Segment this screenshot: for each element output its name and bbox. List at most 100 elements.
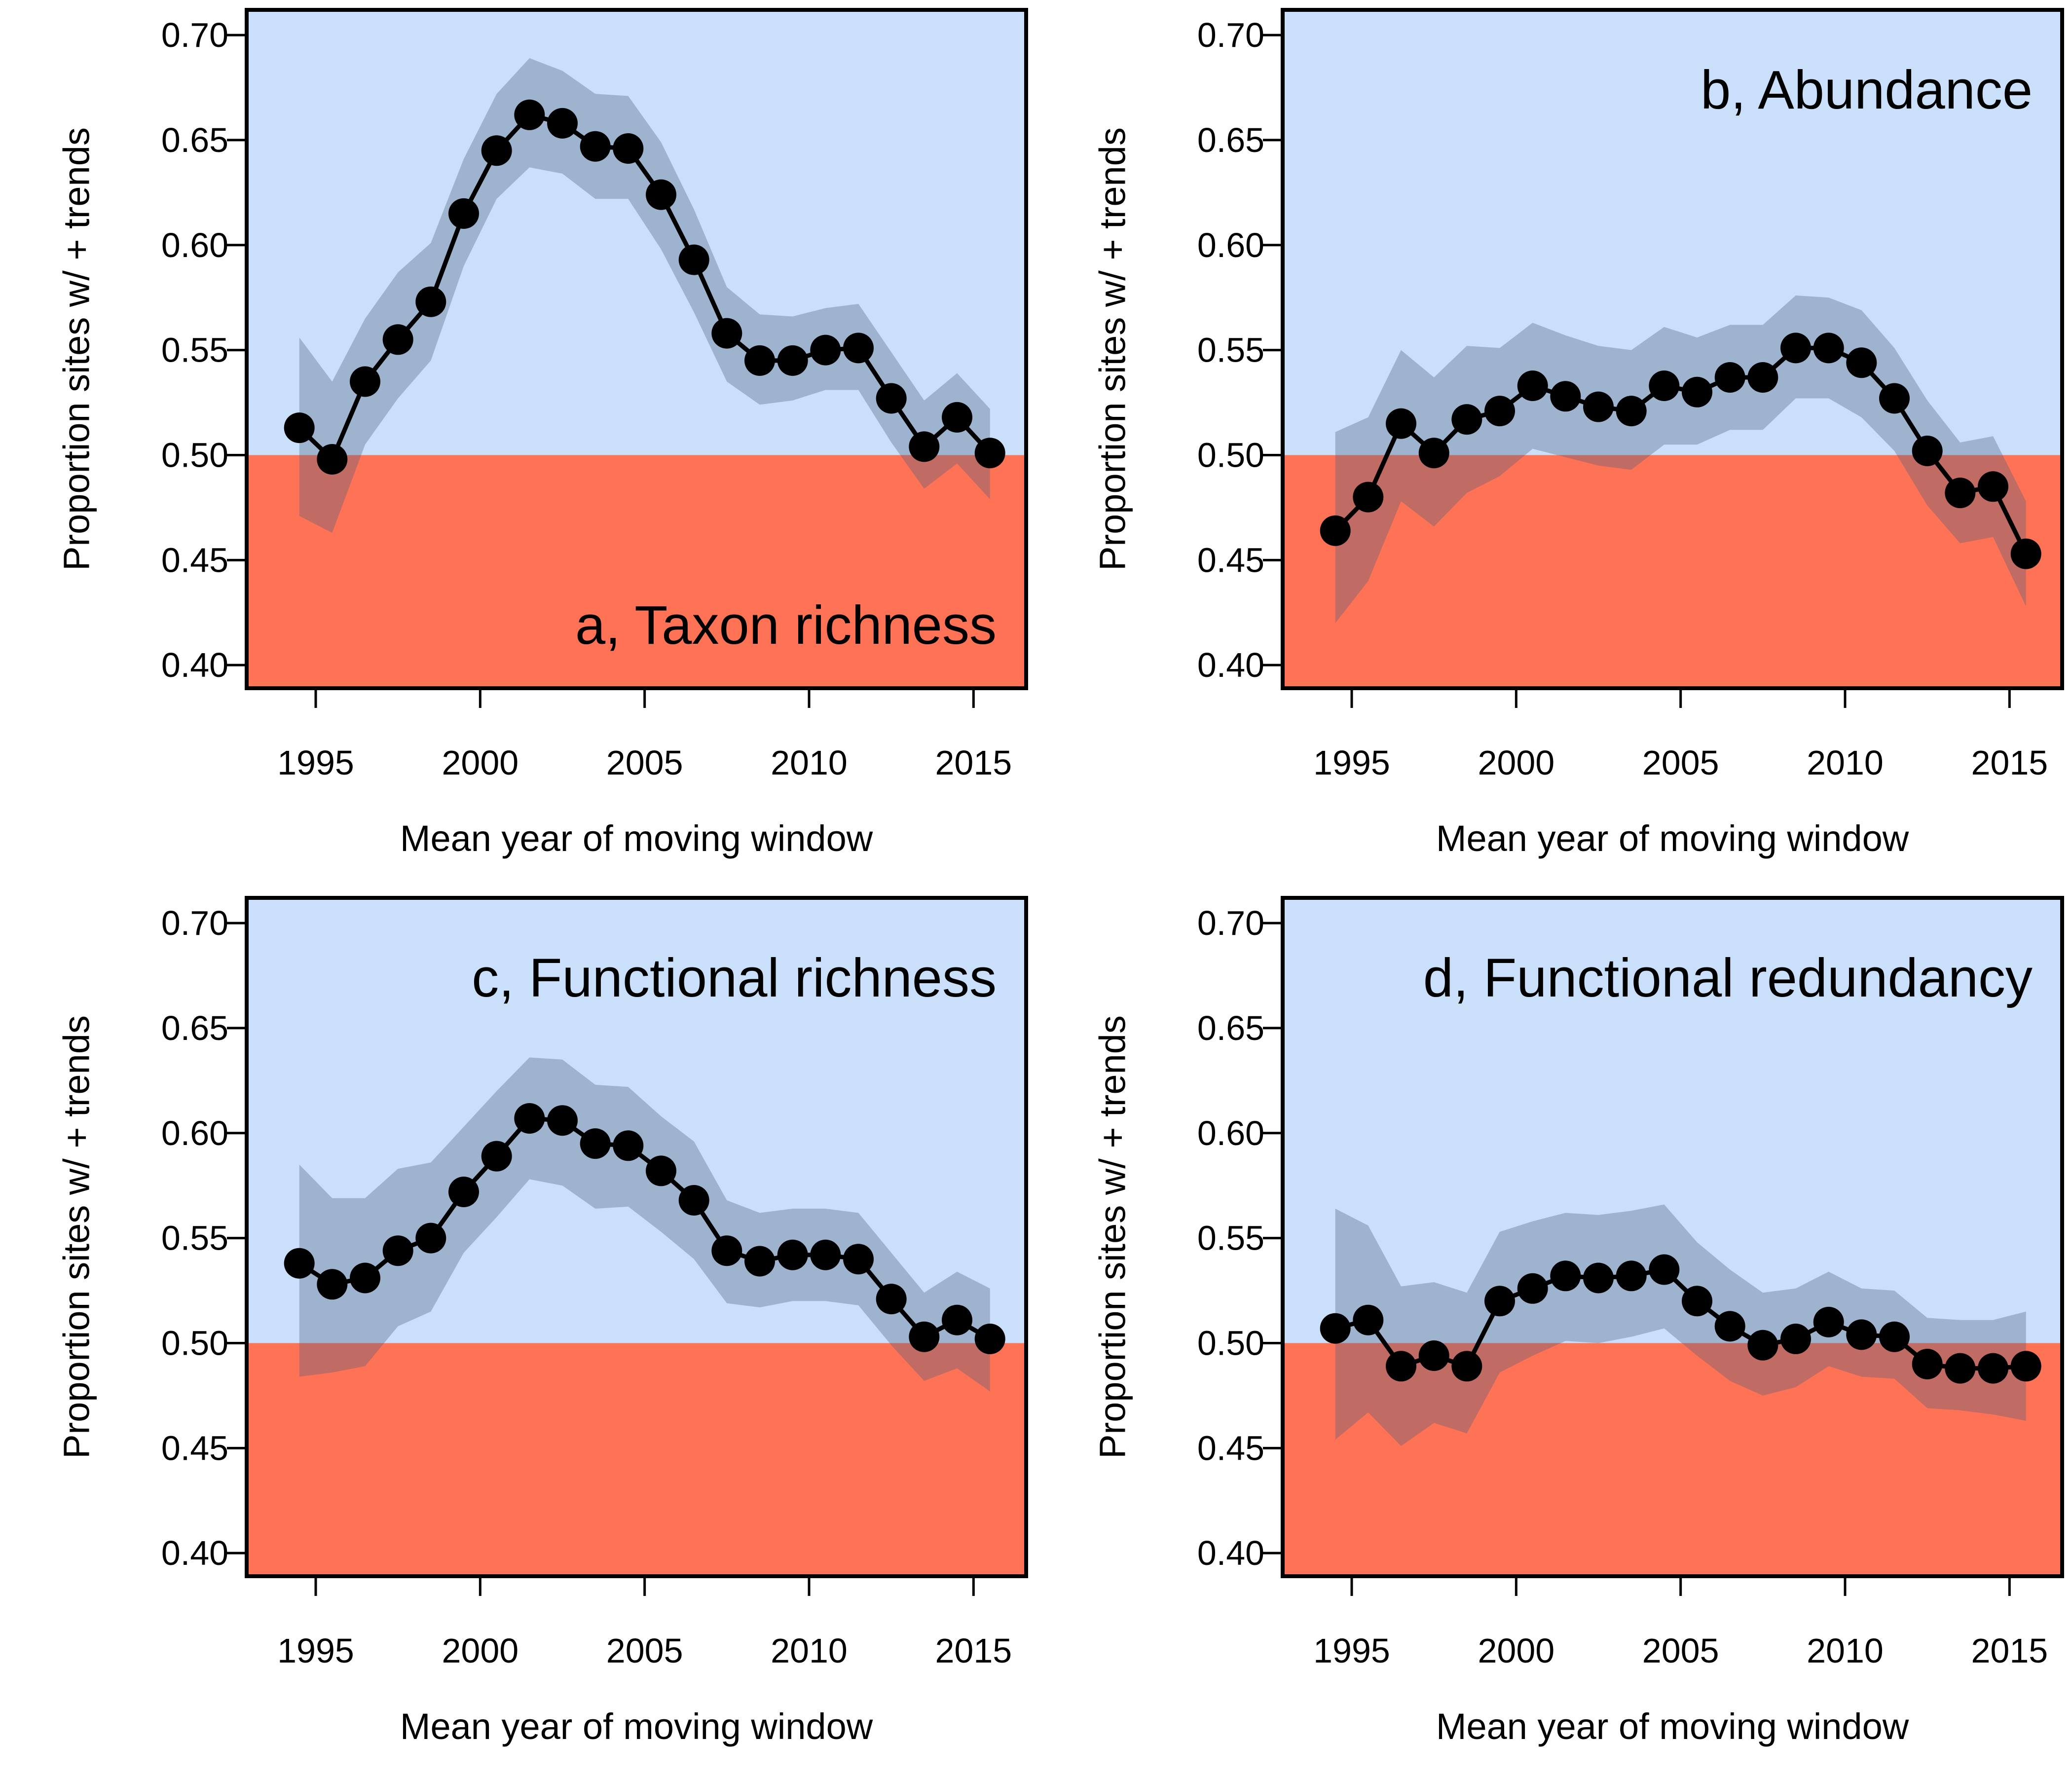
data-point	[1386, 408, 1416, 439]
y-tick-label: 0.55	[1197, 1219, 1264, 1258]
x-tick-label: 2015	[1971, 743, 2048, 782]
y-tick-label: 0.50	[1197, 1324, 1264, 1362]
y-tick-label: 0.70	[161, 16, 228, 54]
data-point	[1682, 376, 1712, 407]
data-point	[547, 108, 578, 139]
y-tick-label: 0.70	[1197, 16, 1264, 54]
data-point	[580, 131, 611, 162]
data-point	[415, 286, 446, 317]
data-point	[448, 1177, 479, 1207]
confidence-band	[299, 1057, 990, 1392]
panel-title: b, Abundance	[1701, 60, 2033, 120]
y-tick-label: 0.60	[1197, 1114, 1264, 1152]
y-tick-label: 0.65	[161, 121, 228, 159]
data-point	[1583, 1262, 1614, 1294]
data-point	[1517, 370, 1548, 401]
x-tick-label: 2010	[771, 743, 848, 782]
x-tick-label: 2015	[935, 1631, 1012, 1670]
data-point	[1714, 1311, 1745, 1342]
data-point	[1912, 1349, 1943, 1379]
data-point	[1353, 1304, 1384, 1335]
data-point	[1649, 370, 1680, 401]
y-tick-label: 0.60	[161, 1114, 228, 1152]
y-tick-label: 0.40	[161, 1534, 228, 1572]
data-point	[547, 1105, 578, 1136]
confidence-band	[1335, 295, 2026, 623]
data-point	[646, 1155, 676, 1186]
data-point	[1583, 391, 1614, 422]
x-tick-label: 2010	[1807, 1631, 1884, 1670]
chart-panel-d: 0.40 0.45 0.50 0.55 0.60 0.65 0.70 1995 2000 2005…	[1092, 896, 2064, 1747]
data-point	[1320, 515, 1351, 546]
series-line	[298, 1116, 991, 1341]
x-tick-label: 2005	[1642, 1631, 1719, 1670]
data-point	[481, 135, 512, 166]
x-tick-label: 2000	[442, 1631, 518, 1670]
data-point	[1616, 396, 1647, 427]
data-point	[1714, 362, 1745, 393]
x-axis-label: Mean year of moving window	[1436, 818, 1909, 859]
data-point	[1484, 396, 1515, 427]
data-point	[1682, 1286, 1712, 1317]
y-tick-label: 0.70	[161, 904, 228, 942]
data-point	[1945, 1353, 1976, 1384]
data-point	[777, 345, 808, 376]
data-point	[1616, 1260, 1647, 1292]
data-point	[646, 179, 676, 210]
data-point	[1945, 478, 1976, 509]
data-point	[514, 1103, 545, 1134]
data-point	[1418, 1340, 1449, 1371]
data-point	[876, 1284, 907, 1315]
data-point	[580, 1128, 611, 1159]
data-point	[909, 1321, 940, 1352]
panel-title: c, Functional richness	[472, 948, 997, 1008]
data-point	[1451, 404, 1482, 435]
x-tick-label: 2005	[606, 1631, 683, 1670]
data-point	[1813, 333, 1844, 364]
y-axis-label: Proportion sites w/ + trends	[56, 1015, 97, 1459]
y-tick-label: 0.50	[161, 436, 228, 474]
y-tick-label: 0.40	[161, 646, 228, 684]
chart-panel-c: 0.40 0.45 0.50 0.55 0.60 0.65 0.70 1995 2000 2005…	[56, 896, 1028, 1747]
negative-zone	[1283, 455, 2062, 688]
y-tick-label: 0.60	[161, 226, 228, 264]
y-tick-label: 0.55	[161, 331, 228, 370]
y-tick-label: 0.45	[161, 1429, 228, 1467]
data-point	[1879, 1321, 1910, 1352]
data-point	[744, 1246, 775, 1277]
data-point	[1353, 481, 1384, 513]
data-point	[678, 1185, 709, 1216]
data-point	[415, 1222, 446, 1254]
x-tick-label: 2010	[1807, 743, 1884, 782]
data-point	[382, 1235, 413, 1266]
y-tick-label: 0.45	[161, 541, 228, 579]
x-tick-label: 2000	[1478, 1631, 1554, 1670]
data-point	[284, 412, 315, 444]
data-point	[974, 438, 1005, 469]
data-point	[810, 334, 841, 366]
y-tick-label: 0.60	[1197, 226, 1264, 264]
panel-title: d, Functional redundancy	[1423, 948, 2033, 1008]
confidence-band	[1335, 1204, 2026, 1446]
data-point	[1978, 1353, 2008, 1384]
negative-zone	[247, 455, 1026, 688]
y-tick-label: 0.40	[1197, 646, 1264, 684]
data-point	[942, 402, 972, 433]
chart-panel-b: 0.40 0.45 0.50 0.55 0.60 0.65 0.70 1995 2000 2005…	[1092, 8, 2064, 859]
data-point	[481, 1141, 512, 1172]
data-point	[843, 1244, 874, 1275]
data-point	[744, 345, 775, 376]
data-point	[1649, 1254, 1680, 1285]
data-point	[448, 198, 479, 229]
data-point	[1780, 333, 1811, 364]
data-point	[613, 133, 644, 164]
series-line	[1334, 1267, 2026, 1371]
x-tick-label: 1995	[277, 743, 354, 782]
y-tick-label: 0.50	[1197, 436, 1264, 474]
data-point	[1912, 436, 1943, 466]
negative-zone	[247, 1343, 1026, 1576]
data-point	[678, 244, 709, 275]
data-point	[1978, 471, 2008, 502]
y-tick-label: 0.50	[161, 1324, 228, 1362]
data-point	[2010, 538, 2041, 569]
